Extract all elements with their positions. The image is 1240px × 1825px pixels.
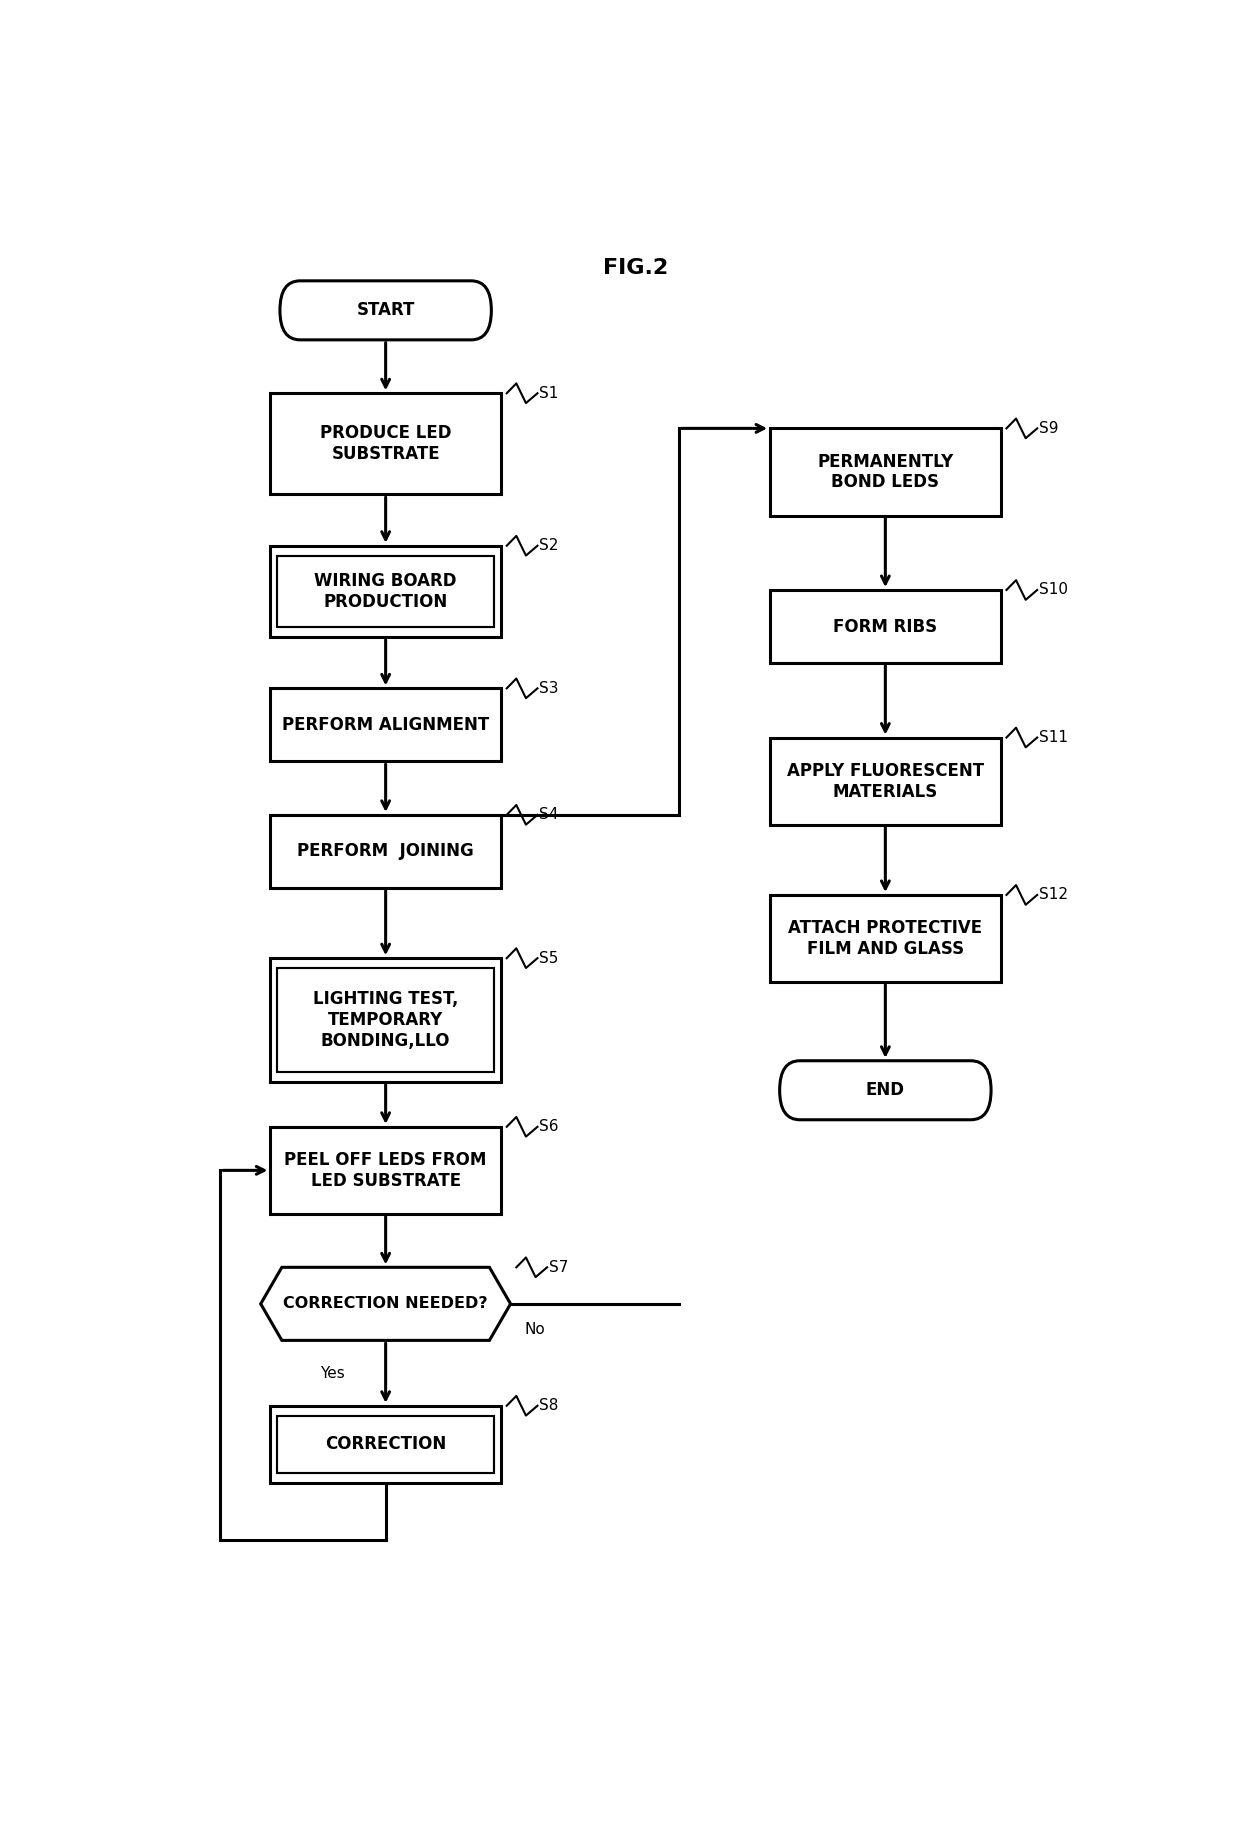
Bar [270, 392, 501, 495]
FancyBboxPatch shape [780, 1060, 991, 1121]
Text: END: END [866, 1080, 905, 1099]
Text: Yes: Yes [320, 1365, 345, 1380]
Polygon shape [260, 1267, 511, 1340]
Text: CORRECTION NEEDED?: CORRECTION NEEDED? [283, 1296, 489, 1312]
Bar [277, 555, 495, 628]
Bar [770, 429, 1001, 515]
Text: S10: S10 [1039, 582, 1068, 597]
Bar [270, 958, 501, 1082]
Text: PERFORM  JOINING: PERFORM JOINING [298, 843, 474, 860]
Bar [770, 589, 1001, 662]
Bar [270, 1126, 501, 1214]
Text: PEEL OFF LEDS FROM
LED SUBSTRATE: PEEL OFF LEDS FROM LED SUBSTRATE [284, 1152, 487, 1190]
Text: S2: S2 [539, 538, 559, 553]
Text: APPLY FLUORESCENT
MATERIALS: APPLY FLUORESCENT MATERIALS [787, 761, 983, 801]
Bar [270, 814, 501, 889]
Text: S11: S11 [1039, 730, 1068, 745]
Bar [270, 688, 501, 761]
Text: LIGHTING TEST,
TEMPORARY
BONDING,LLO: LIGHTING TEST, TEMPORARY BONDING,LLO [312, 991, 459, 1049]
Text: WIRING BOARD
PRODUCTION: WIRING BOARD PRODUCTION [315, 571, 456, 611]
Text: FORM RIBS: FORM RIBS [833, 617, 937, 635]
Text: No: No [525, 1321, 546, 1336]
Bar [277, 1416, 495, 1473]
Text: S3: S3 [539, 681, 559, 695]
Text: PERMANENTLY
BOND LEDS: PERMANENTLY BOND LEDS [817, 453, 954, 491]
Bar [270, 1405, 501, 1484]
Text: PERFORM ALIGNMENT: PERFORM ALIGNMENT [281, 715, 490, 734]
Text: S7: S7 [549, 1259, 568, 1276]
Text: S12: S12 [1039, 887, 1068, 902]
Text: S8: S8 [539, 1398, 559, 1413]
Text: PRODUCE LED
SUBSTRATE: PRODUCE LED SUBSTRATE [320, 425, 451, 464]
Bar [770, 737, 1001, 825]
Bar [270, 546, 501, 637]
Text: CORRECTION: CORRECTION [325, 1436, 446, 1453]
Text: FIG.2: FIG.2 [603, 259, 668, 279]
FancyBboxPatch shape [280, 281, 491, 339]
Bar [770, 894, 1001, 982]
Bar [277, 967, 495, 1071]
Text: ATTACH PROTECTIVE
FILM AND GLASS: ATTACH PROTECTIVE FILM AND GLASS [789, 920, 982, 958]
Text: S4: S4 [539, 807, 559, 823]
Text: S9: S9 [1039, 422, 1059, 436]
Text: START: START [356, 301, 415, 319]
Text: S6: S6 [539, 1119, 559, 1135]
Text: S1: S1 [539, 385, 559, 402]
Text: S5: S5 [539, 951, 559, 965]
